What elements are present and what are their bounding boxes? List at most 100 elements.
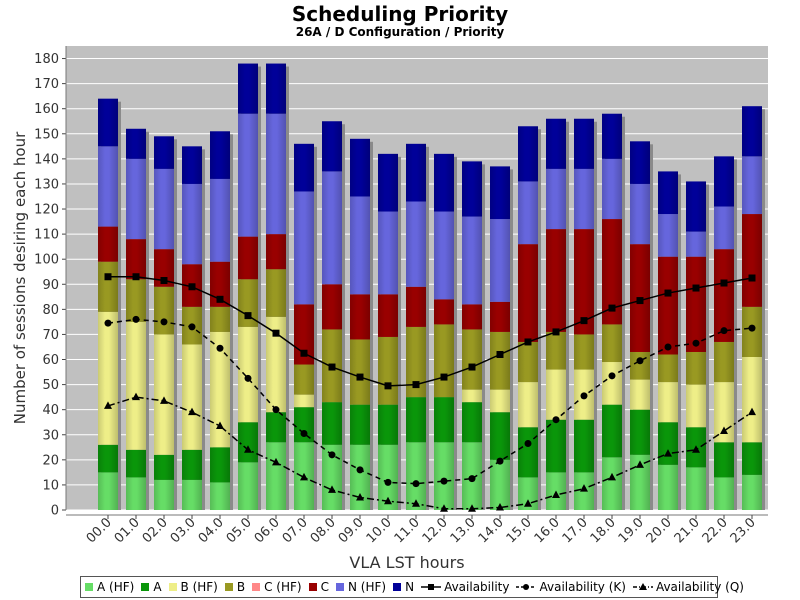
bar-segment-c — [378, 294, 398, 337]
bar-segment-b — [238, 279, 258, 327]
line-point — [440, 477, 448, 485]
bar-segment-n-hf — [238, 113, 258, 237]
bar-segment-b — [490, 331, 510, 390]
bar-segment-n-hf — [126, 158, 146, 240]
bar-segment-c — [98, 226, 118, 262]
legend-label: A — [153, 580, 162, 594]
bar-segment-n-hf — [182, 183, 202, 265]
line-point — [580, 317, 588, 325]
y-tick-label: 30 — [42, 428, 59, 443]
bar-segment-b — [630, 351, 650, 380]
bar-segment-n-hf — [266, 113, 286, 235]
bar-segment-n — [238, 63, 258, 114]
y-tick-label: 50 — [42, 378, 59, 393]
series-line — [107, 396, 753, 510]
y-tick-label: 100 — [34, 253, 59, 268]
bar-segment-a-hf — [154, 479, 174, 510]
legend-swatch — [141, 583, 150, 591]
legend-label: N — [405, 580, 415, 594]
bar-segment-c — [714, 249, 734, 342]
bar-segment-n-hf — [406, 201, 426, 287]
legend-swatch — [308, 583, 317, 591]
line-point — [160, 396, 168, 404]
bar-segment-n — [434, 153, 454, 212]
bar-segment-a — [546, 419, 566, 473]
bar-segment-b — [602, 324, 622, 363]
legend-label: A (HF) — [97, 580, 135, 594]
line-point — [496, 457, 504, 465]
x-tick-label: 06.0 — [252, 515, 283, 546]
bar-segment-b-hf — [238, 326, 258, 423]
bar-segment-b-hf — [658, 382, 678, 423]
line-point — [412, 381, 420, 389]
x-tick-label: 13.0 — [448, 515, 479, 546]
bar-segment-b-hf — [630, 379, 650, 410]
bar-segment-b — [350, 339, 370, 405]
line-point — [692, 284, 700, 292]
bar-segment-n-hf — [434, 211, 454, 300]
bar-segment-c — [322, 284, 342, 330]
line-point — [356, 373, 364, 381]
line-point — [104, 273, 112, 281]
line-point — [580, 392, 588, 400]
bar-segment-a — [126, 449, 146, 478]
legend-swatch — [393, 583, 402, 591]
y-tick-label: 170 — [34, 77, 59, 92]
bar-segment-a — [98, 444, 118, 473]
line-point — [244, 374, 252, 382]
chart-legend: A (HF) A B (HF) B C (HF) C N (HF) N Availability… — [80, 576, 744, 598]
bar-segment-b — [742, 306, 762, 358]
line-series-availability — [104, 273, 756, 390]
bar-segment-n-hf — [154, 168, 174, 250]
line-point — [272, 329, 280, 337]
x-tick-label: 22.0 — [700, 515, 731, 546]
bar-segment-a — [238, 422, 258, 463]
line-point — [496, 502, 504, 511]
bar-segment-a — [518, 427, 538, 478]
bar-segment-c — [658, 256, 678, 355]
line-point — [636, 357, 644, 365]
chart-title: Scheduling Priority — [291, 2, 509, 26]
line-point — [272, 457, 280, 466]
bar-segment-c — [546, 229, 566, 332]
bar-segment-b — [126, 279, 146, 322]
bar-segment-c — [154, 249, 174, 287]
y-tick-label: 10 — [42, 478, 59, 493]
line-point — [608, 372, 616, 380]
bar-segment-b — [714, 341, 734, 383]
line-point — [524, 499, 532, 507]
x-tick-label: 09.0 — [336, 515, 367, 546]
y-tick-label: 160 — [34, 102, 59, 117]
x-tick-label: 07.0 — [280, 515, 311, 546]
line-point — [552, 490, 560, 498]
bar-segment-b-hf — [294, 394, 314, 408]
line-point — [552, 328, 560, 336]
bar-segment-n — [406, 143, 426, 202]
bar-segment-a-hf — [182, 479, 202, 510]
line-series-availability-k — [104, 315, 756, 488]
bar-segment-a — [714, 442, 734, 478]
bar-segment-b — [546, 331, 566, 370]
bar-segment-n — [322, 121, 342, 172]
x-tick-label: 19.0 — [616, 515, 647, 546]
line-point — [104, 319, 112, 327]
bar-segment-n — [98, 98, 118, 147]
bar-segment-c — [490, 301, 510, 332]
x-tick-label: 18.0 — [588, 515, 619, 546]
line-point — [384, 496, 392, 505]
bar-segment-n — [714, 156, 734, 207]
bar-segment-n — [518, 126, 538, 182]
bar-segment-n-hf — [98, 146, 118, 227]
x-tick-label: 02.0 — [140, 515, 171, 546]
bar-segment-b — [154, 286, 174, 335]
line-point — [636, 460, 644, 468]
bar-segment-n — [154, 136, 174, 169]
bar-segment-n — [462, 161, 482, 217]
bar-segment-c — [266, 234, 286, 270]
bar-segment-a — [294, 407, 314, 443]
legend-item: N (HF) — [335, 580, 386, 594]
x-tick-label: 04.0 — [196, 515, 227, 546]
bar-segment-a-hf — [350, 444, 370, 510]
x-tick-label: 14.0 — [476, 515, 507, 546]
legend-label: B (HF) — [180, 580, 218, 594]
